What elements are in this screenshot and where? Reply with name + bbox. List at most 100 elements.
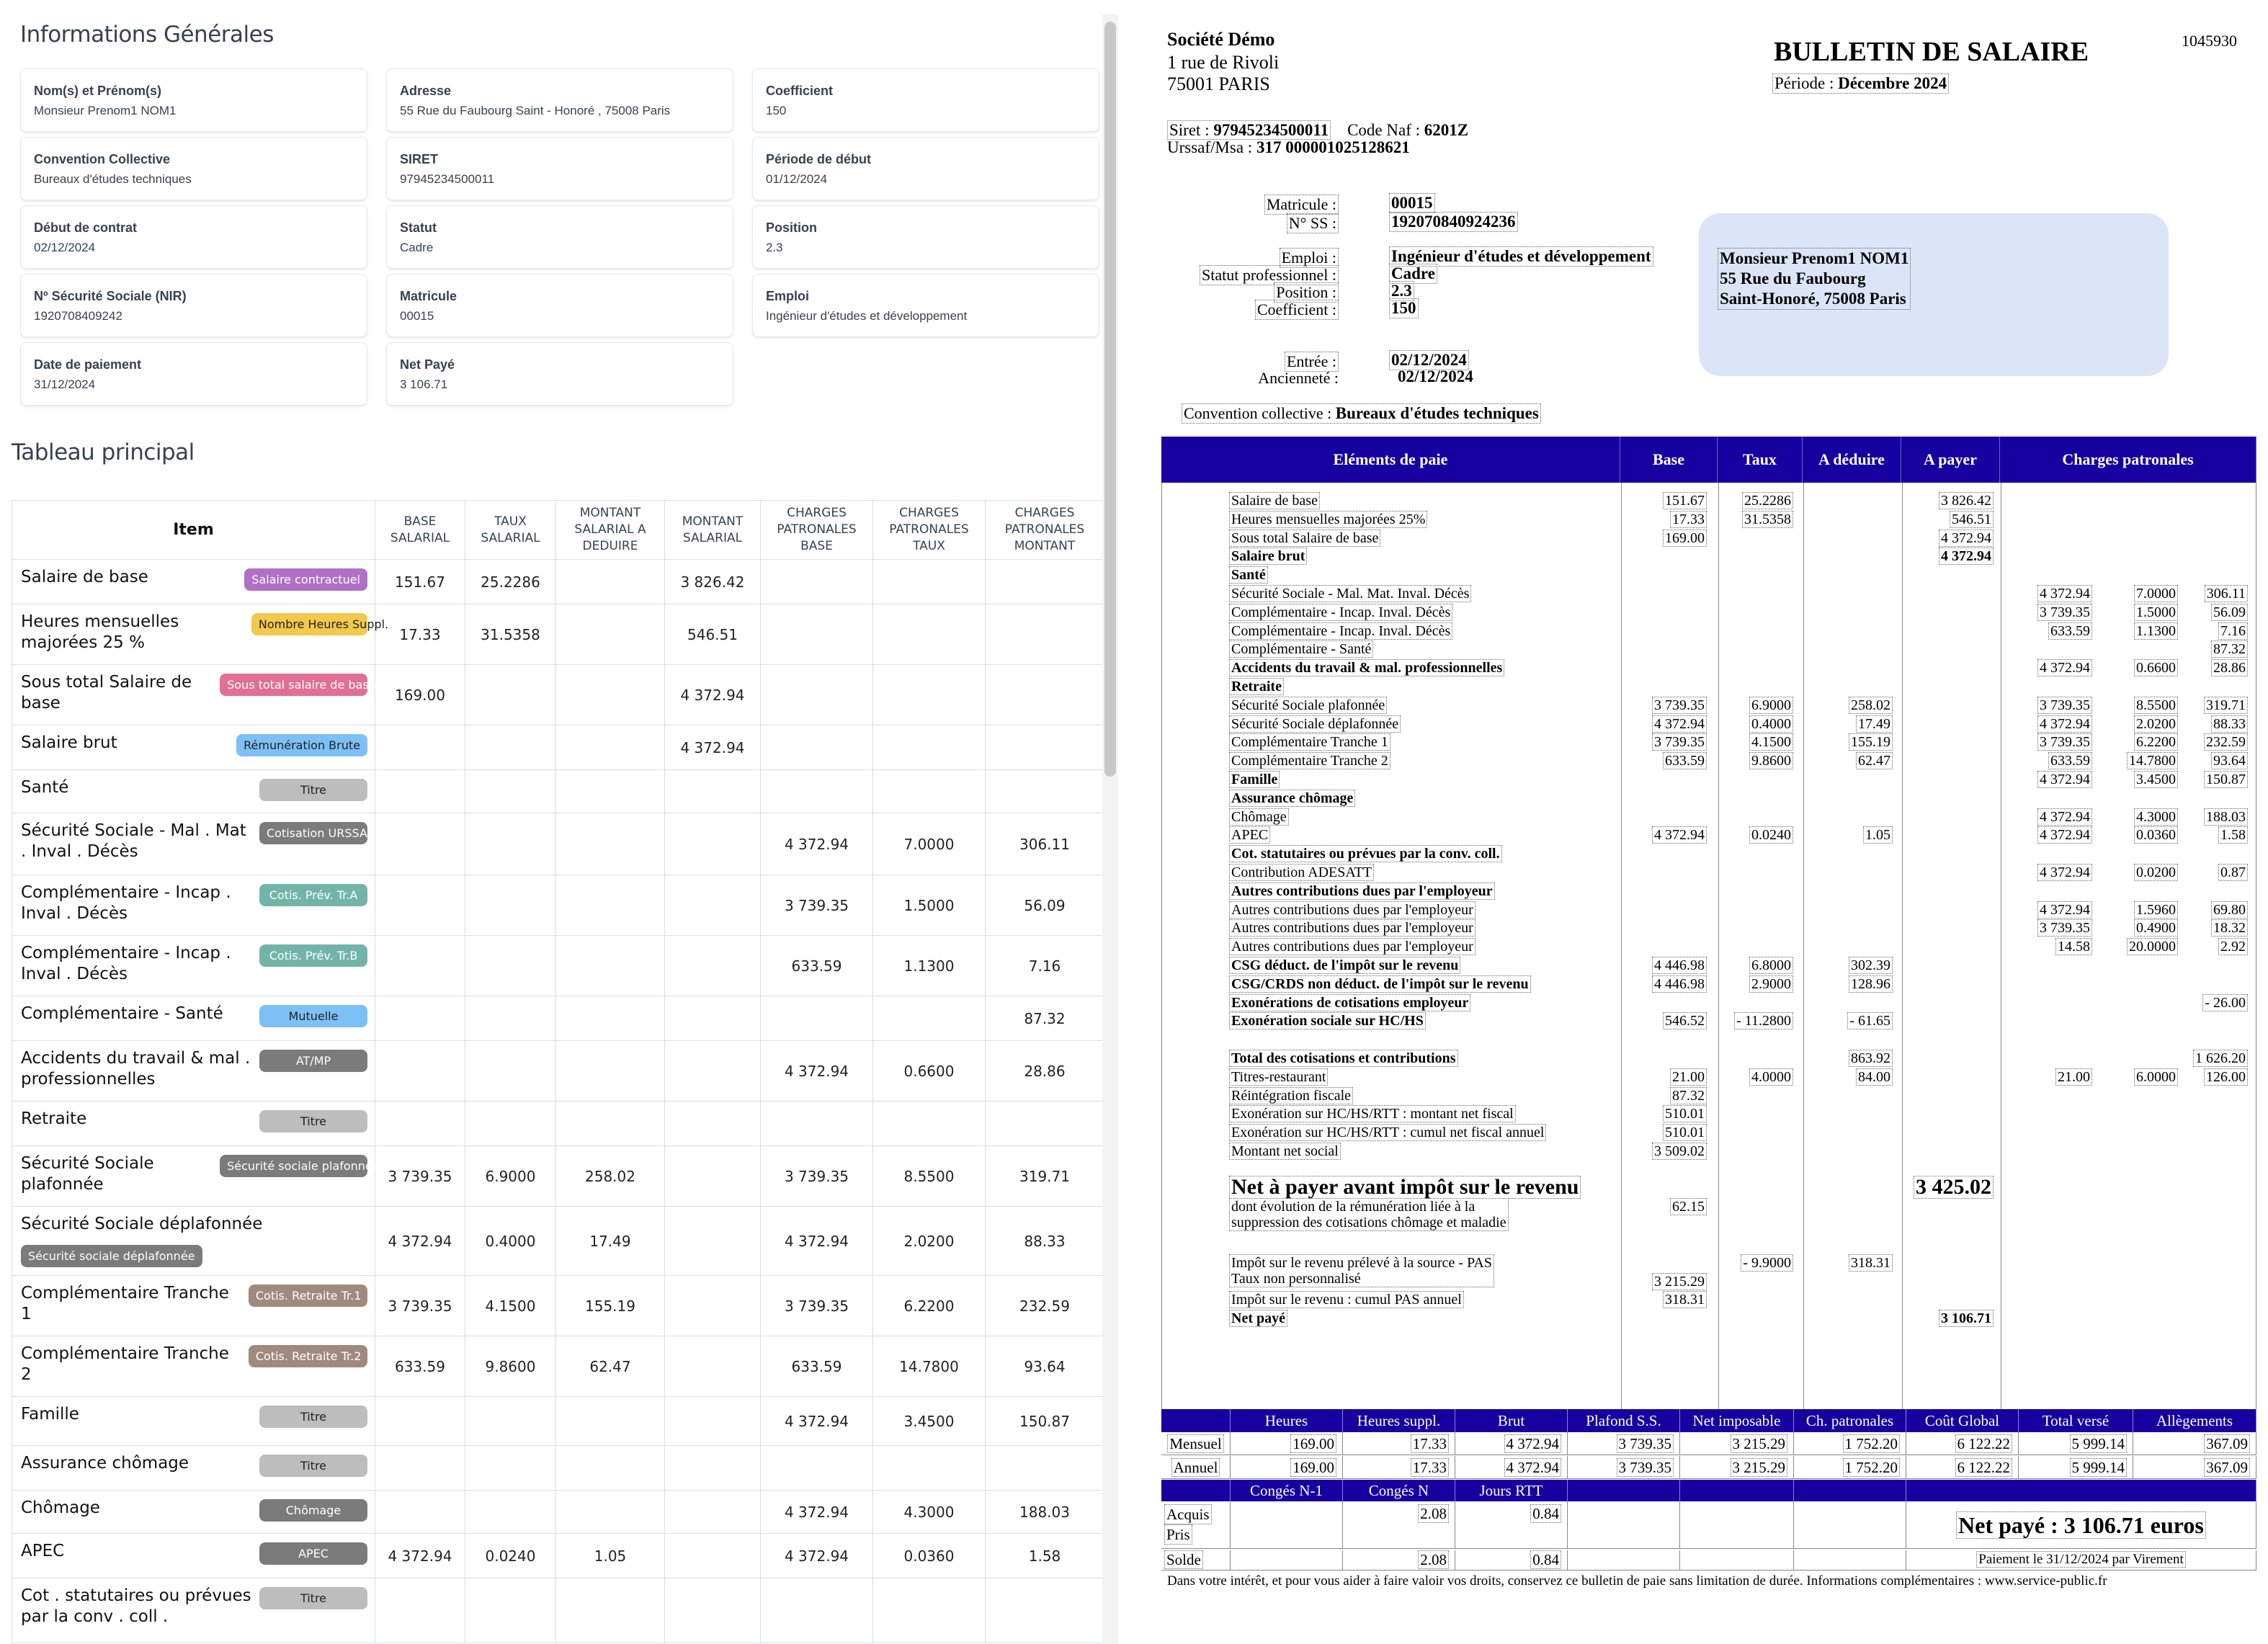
value-cell — [375, 1101, 465, 1146]
category-badge[interactable]: Mutuelle — [259, 1005, 367, 1027]
paiement-cell: Paiement le 31/12/2024 par Virement — [1906, 1550, 2256, 1571]
category-badge[interactable]: Sécurité sociale plafonnée — [220, 1155, 380, 1177]
category-badge[interactable]: Titre — [259, 1406, 367, 1428]
payslip-line: Salaire de base 151.67 25.2286 3 826.42 — [1162, 492, 2257, 511]
label-text: Total des cotisations et contributions — [1231, 1050, 1456, 1066]
info-card-label: Coefficient — [766, 84, 834, 98]
matricule-label: Matricule : — [1264, 195, 1339, 215]
category-badge[interactable]: Rémunération Brute — [236, 734, 367, 756]
payslip-line: Salaire brut 4 372.94 — [1162, 548, 2257, 566]
category-badge[interactable]: Titre — [259, 1455, 367, 1477]
payslip-base-value: 21.00 — [1670, 1068, 1707, 1086]
category-badge[interactable]: Sécurité sociale déplafonnée — [21, 1245, 202, 1267]
payslip-deduire-value: 128.96 — [1849, 975, 1893, 993]
anciennete-label: Ancienneté : — [1258, 369, 1339, 387]
info-card-label: Emploi — [766, 289, 810, 303]
position-line: Position : 2.3 — [1153, 281, 1873, 303]
payslip-line: Exonération sociale sur HC/HS 546.52 - 11.… — [1162, 1012, 2257, 1031]
value-cell — [555, 935, 665, 996]
label-text: Heures mensuelles majorées 25% — [1231, 511, 1426, 527]
totals-column-header: Ch. patronales — [1794, 1409, 1906, 1432]
payslip-cp-montant-value: 0.87 — [2218, 864, 2248, 881]
payslip-line: Cot. statutaires ou prévues par la conv.… — [1162, 845, 2257, 864]
info-card-label: Convention Collective — [34, 152, 171, 166]
payslip-cp-montant-value: 56.09 — [2211, 603, 2248, 621]
conges-column-header: Congés N — [1343, 1480, 1455, 1501]
label-text: Sous total Salaire de base — [1231, 530, 1379, 546]
value-cell: 546.51 — [664, 604, 761, 665]
info-card-value: Cadre — [400, 241, 434, 254]
category-badge[interactable]: Cotisation URSSAF — [259, 822, 374, 844]
value-cell: 0.4000 — [465, 1206, 556, 1276]
payslip-line: Complémentaire - Incap. Inval. Décès 3 73… — [1162, 603, 2257, 622]
category-badge[interactable]: Sous total salaire de base — [220, 674, 376, 696]
payslip-line-label: Complémentaire Tranche 2 — [1229, 752, 1390, 770]
payslip-cp-taux-value: 0.4900 — [2134, 919, 2178, 937]
category-badge[interactable]: APEC — [259, 1542, 367, 1565]
value-cell: 3.4500 — [872, 1396, 986, 1446]
value-cell — [465, 996, 556, 1041]
payslip-base-value: 3 739.35 — [1652, 696, 1707, 714]
totals-value-cell: 4 372.94 — [1455, 1432, 1568, 1455]
value-cell — [555, 996, 665, 1041]
payslip-line-label: Sécurité Sociale plafonnée — [1229, 696, 1388, 714]
totals-value: 367.09 — [2204, 1458, 2250, 1477]
value-cell: 88.33 — [985, 1206, 1104, 1276]
payslip-payer-value: 3 826.42 — [1939, 492, 1994, 509]
category-badge[interactable]: Cotis. Retraite Tr.1 — [248, 1285, 367, 1307]
category-badge[interactable]: Titre — [259, 779, 367, 801]
totals-row-label: Mensuel — [1161, 1432, 1231, 1455]
value-cell — [555, 559, 665, 604]
value-cell — [375, 1396, 465, 1446]
label-text: Montant net social — [1231, 1143, 1339, 1159]
scrollbar-thumb[interactable] — [1104, 22, 1116, 777]
info-card-label: Net Payé — [400, 357, 455, 372]
acquis-label: Acquis — [1164, 1504, 1212, 1524]
value-cell: 3 739.35 — [760, 1145, 873, 1207]
category-badge[interactable]: Nombre Heures Suppl. — [251, 613, 388, 635]
category-badge[interactable]: Cotis. Retraite Tr.2 — [248, 1345, 367, 1367]
category-badge[interactable]: Salaire contractuel — [244, 568, 367, 591]
value-cell — [760, 604, 873, 665]
payslip-taux-value: 4.1500 — [1749, 733, 1793, 751]
matricule-line: Matricule : 00015 — [1153, 193, 1873, 215]
payslip-line: Famille 4 372.94 3.4500 150.87 — [1162, 771, 2257, 790]
value-cell — [375, 996, 465, 1041]
category-badge[interactable]: Chômage — [259, 1499, 367, 1522]
payslip-base-value: 3 509.02 — [1652, 1143, 1707, 1160]
info-card: Net Payé 3 106.71 — [386, 342, 733, 406]
payslip-deduire-value: 62.47 — [1856, 752, 1893, 770]
emploi-value: Ingénieur d'études et développement — [1389, 246, 1653, 267]
table-row: Accidents du travail & mal . professionn… — [12, 1040, 1104, 1102]
payslip-line: Santé — [1162, 566, 2257, 585]
company-address-1: 1 rue de Rivoli — [1167, 52, 1280, 73]
payslip-deduire-value: 1.05 — [1863, 826, 1893, 844]
category-badge[interactable]: Titre — [259, 1587, 367, 1609]
totals-row-label-text: Annuel — [1171, 1458, 1220, 1477]
payslip-cp-montant-value: 28.86 — [2211, 659, 2248, 677]
payslip-cp-base-value: 4 372.94 — [2037, 659, 2092, 677]
ss-label: N° SS : — [1286, 213, 1339, 233]
net-paye-cell: Net payé : 3 106.71 euros — [1906, 1501, 2256, 1549]
payslip-taux-value: 6.8000 — [1749, 957, 1793, 974]
info-card-value: Monsieur Prenom1 NOM1 — [34, 104, 177, 117]
value-cell — [555, 664, 665, 725]
payslip-line-label: Sous total Salaire de base — [1229, 529, 1381, 547]
label-text: Retraite — [1231, 679, 1282, 694]
payslip-line-label: Exonérations de cotisations employeur — [1229, 993, 1471, 1011]
column-divider — [1803, 483, 1804, 1409]
label-text: Santé — [1231, 567, 1266, 584]
item-cell: Sous total Salaire de base Sous total sal… — [12, 664, 376, 725]
category-badge[interactable]: Cotis. Prév. Tr.B — [259, 944, 367, 967]
payslip-cp-base-value: 4 372.94 — [2037, 808, 2092, 826]
category-badge[interactable]: AT/MP — [259, 1050, 367, 1072]
label-text: Sécurité Sociale plafonnée — [1231, 697, 1385, 713]
label-text: Net à payer avant impôt sur le revenu — [1231, 1174, 1579, 1199]
category-badge[interactable]: Titre — [259, 1110, 367, 1133]
value-cell — [555, 1445, 665, 1491]
solde-value: 0.84 — [1530, 1550, 1561, 1569]
category-badge[interactable]: Cotis. Prév. Tr.A — [259, 884, 367, 906]
totals-column-header: Net imposable — [1680, 1409, 1794, 1432]
column-divider — [1718, 483, 1719, 1409]
payslip-cp-taux-value: 14.7800 — [2127, 752, 2178, 770]
